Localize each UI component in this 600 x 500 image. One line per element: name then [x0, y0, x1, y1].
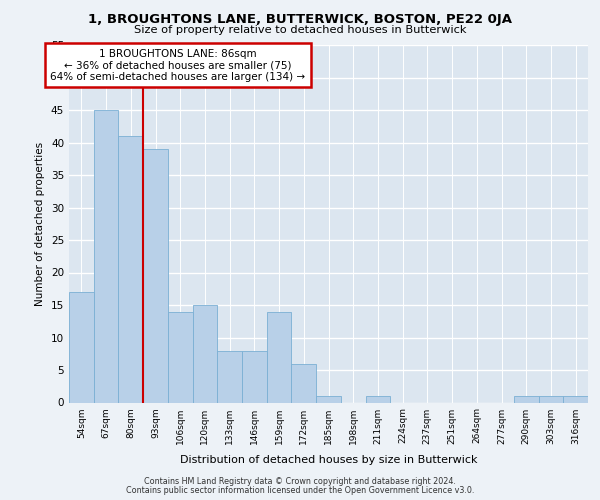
Text: Size of property relative to detached houses in Butterwick: Size of property relative to detached ho… [134, 25, 466, 35]
Text: 1 BROUGHTONS LANE: 86sqm
← 36% of detached houses are smaller (75)
64% of semi-d: 1 BROUGHTONS LANE: 86sqm ← 36% of detach… [50, 48, 305, 82]
Bar [292, 364, 316, 403]
Bar [514, 396, 539, 402]
Bar [365, 396, 390, 402]
Bar [242, 350, 267, 403]
X-axis label: Distribution of detached houses by size in Butterwick: Distribution of detached houses by size … [180, 455, 477, 465]
Bar [94, 110, 118, 403]
Text: 1, BROUGHTONS LANE, BUTTERWICK, BOSTON, PE22 0JA: 1, BROUGHTONS LANE, BUTTERWICK, BOSTON, … [88, 12, 512, 26]
Y-axis label: Number of detached properties: Number of detached properties [35, 142, 46, 306]
Bar [316, 396, 341, 402]
Bar [118, 136, 143, 402]
Bar [69, 292, 94, 403]
Bar [539, 396, 563, 402]
Text: Contains HM Land Registry data © Crown copyright and database right 2024.: Contains HM Land Registry data © Crown c… [144, 477, 456, 486]
Bar [168, 312, 193, 402]
Bar [217, 350, 242, 403]
Bar [563, 396, 588, 402]
Bar [267, 312, 292, 402]
Text: Contains public sector information licensed under the Open Government Licence v3: Contains public sector information licen… [126, 486, 474, 495]
Bar [143, 149, 168, 403]
Bar [193, 305, 217, 402]
